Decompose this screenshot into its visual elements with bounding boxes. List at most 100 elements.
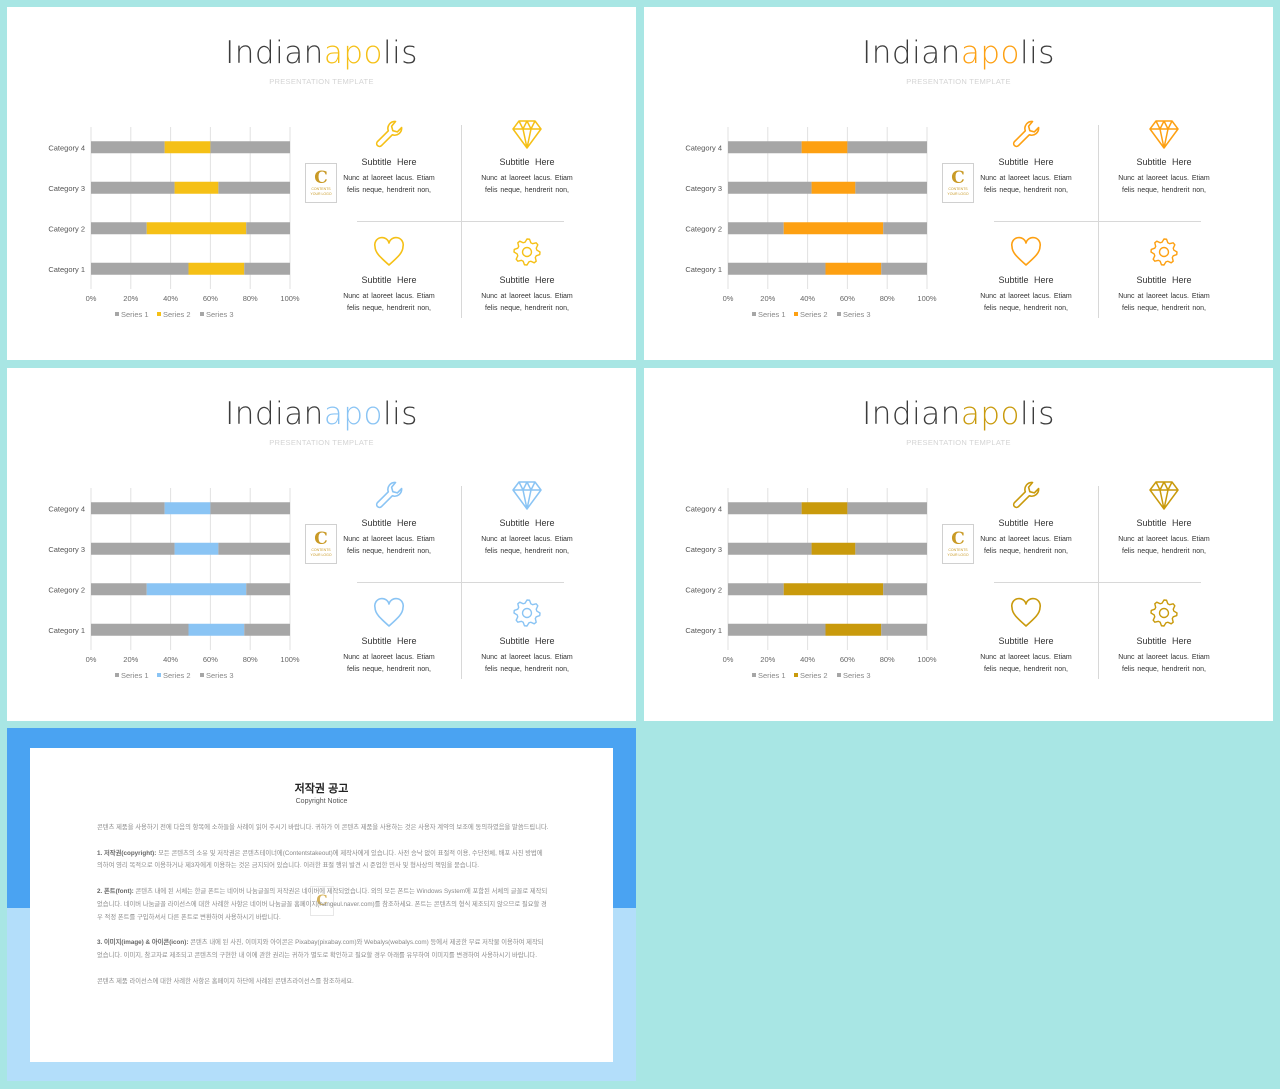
bar-segment	[164, 502, 211, 515]
presentation-subtitle: PRESENTATION TEMPLATE	[269, 77, 374, 86]
feature-card: Subtitle Here Nunc at laoreet lacus. Etia…	[966, 235, 1086, 315]
bar-segment	[146, 583, 247, 596]
feature-title: Subtitle Here	[361, 275, 417, 285]
legend-label: Series 2	[800, 310, 828, 319]
category-label: Category 4	[685, 143, 722, 152]
x-tick-label: 100%	[917, 294, 937, 303]
legend-swatch	[794, 673, 798, 677]
feature-text: Nunc at laoreet lacus. Etiam felis neque,…	[980, 536, 1072, 555]
feature-divider-horizontal	[994, 582, 1201, 583]
feature-text: Nunc at laoreet lacus. Etiam felis neque,…	[343, 293, 435, 312]
bar-segment	[164, 141, 211, 154]
diamond-icon	[512, 120, 542, 149]
bar-segment	[728, 141, 802, 154]
x-tick-label: 60%	[840, 655, 855, 664]
category-label: Category 2	[48, 585, 85, 594]
feature-text: Nunc at laoreet lacus. Etiam felis neque,…	[1118, 654, 1210, 673]
slide-gold[interactable]: Indianapolis PRESENTATION TEMPLATE 0% 20%…	[644, 368, 1273, 721]
bar-segment	[847, 141, 927, 154]
x-tick-label: 40%	[800, 294, 815, 303]
x-tick-label: 0%	[723, 294, 734, 303]
paragraph: 1. 저작권(copyright): 모든 콘텐츠의 소유 및 저작권은 콘텐츠…	[97, 849, 543, 870]
slide-copyright[interactable]: 저작권 공고 Copyright Notice C 콘텐츠 제품을 사용하기 전…	[7, 728, 636, 1081]
wrench-icon	[1012, 120, 1040, 148]
legend-swatch	[200, 312, 204, 316]
feature-card: Subtitle Here Nunc at laoreet lacus. Etia…	[966, 596, 1086, 676]
feature-card: Subtitle Here Nunc at laoreet lacus. Etia…	[1104, 117, 1224, 197]
legend-label: Series 3	[206, 310, 234, 319]
category-label: Category 4	[685, 504, 722, 513]
logo: C CONTENTS YOUR LOGO	[942, 524, 974, 564]
legend-swatch	[200, 673, 204, 677]
copyright-body: 콘텐츠 제품을 사용하기 전에 다음의 항목에 소하들을 사례이 읽어 주시기 …	[97, 822, 549, 1001]
x-tick-label: 20%	[123, 294, 138, 303]
feature-text: Nunc at laoreet lacus. Etiam felis neque,…	[343, 536, 435, 555]
feature-title: Subtitle Here	[499, 157, 555, 167]
feature-title: Subtitle Here	[1136, 157, 1192, 167]
bar-segment	[801, 502, 848, 515]
legend-swatch	[837, 312, 841, 316]
x-tick-label: 60%	[203, 655, 218, 664]
bar-segment	[881, 623, 927, 636]
x-tick-label: 100%	[280, 294, 300, 303]
bar-segment	[728, 181, 812, 194]
bar-segment	[91, 262, 189, 275]
x-tick-label: 40%	[163, 655, 178, 664]
diamond-icon	[512, 481, 542, 510]
gear-icon	[1150, 599, 1178, 627]
x-tick-label: 0%	[723, 655, 734, 664]
feature-card: Subtitle Here Nunc at laoreet lacus. Etia…	[329, 478, 449, 558]
bar-segment	[146, 222, 247, 235]
x-tick-label: 0%	[86, 294, 97, 303]
logo: C CONTENTS YOUR LOGO	[942, 163, 974, 203]
slide-blue[interactable]: Indianapolis PRESENTATION TEMPLATE 0% 20%…	[7, 368, 636, 721]
slide-title: Indianapolis	[862, 396, 1055, 432]
slide-orange[interactable]: Indianapolis PRESENTATION TEMPLATE 0% 20%…	[644, 7, 1273, 360]
feature-text: Nunc at laoreet lacus. Etiam felis neque,…	[481, 654, 573, 673]
feature-text: Nunc at laoreet lacus. Etiam felis neque,…	[1118, 293, 1210, 312]
x-tick-label: 80%	[243, 655, 258, 664]
bar-segment	[847, 502, 927, 515]
bar-segment	[811, 181, 856, 194]
feature-card: Subtitle Here Nunc at laoreet lacus. Etia…	[329, 117, 449, 197]
feature-text: Nunc at laoreet lacus. Etiam felis neque,…	[980, 654, 1072, 673]
legend-label: Series 2	[163, 310, 191, 319]
presentation-subtitle: PRESENTATION TEMPLATE	[906, 77, 1011, 86]
category-label: Category 3	[685, 184, 722, 193]
feature-text: Nunc at laoreet lacus. Etiam felis neque,…	[343, 175, 435, 194]
presentation-subtitle: PRESENTATION TEMPLATE	[269, 438, 374, 447]
feature-text: Nunc at laoreet lacus. Etiam felis neque,…	[343, 654, 435, 673]
slide-yellow[interactable]: Indianapolis PRESENTATION TEMPLATE 0% 20%…	[7, 7, 636, 360]
feature-card: Subtitle Here Nunc at laoreet lacus. Etia…	[1104, 596, 1224, 676]
stacked-bar-chart: 0% 20% 40% 60% 80% 100% Category 1 Category 2 Ca…	[685, 488, 937, 680]
logo: C CONTENTS YOUR LOGO	[305, 163, 337, 203]
stacked-bar-chart: 0% 20% 40% 60% 80% 100% Category 1 Category 2 Ca…	[48, 488, 300, 680]
bar-segment	[210, 502, 290, 515]
bar-segment	[783, 583, 884, 596]
bar-segment	[728, 542, 812, 555]
bar-segment	[218, 181, 290, 194]
logo: C CONTENTS YOUR LOGO	[305, 524, 337, 564]
x-tick-label: 20%	[760, 655, 775, 664]
x-tick-label: 20%	[760, 294, 775, 303]
bar-segment	[783, 222, 884, 235]
bar-segment	[883, 583, 927, 596]
x-tick-label: 80%	[880, 655, 895, 664]
bar-segment	[218, 542, 290, 555]
legend-swatch	[752, 673, 756, 677]
x-tick-label: 0%	[86, 655, 97, 664]
bar-segment	[91, 542, 175, 555]
category-label: Category 1	[685, 626, 722, 635]
paragraph: 콘텐츠 제품을 사용하기 전에 다음의 항목에 소하들을 사례이 읽어 주시기 …	[97, 824, 549, 831]
diamond-icon	[1149, 481, 1179, 510]
feature-divider-horizontal	[357, 582, 564, 583]
feature-text: Nunc at laoreet lacus. Etiam felis neque,…	[481, 293, 573, 312]
x-tick-label: 40%	[800, 655, 815, 664]
feature-card: Subtitle Here Nunc at laoreet lacus. Etia…	[966, 117, 1086, 197]
heart-icon	[1010, 597, 1042, 627]
bar-segment	[246, 222, 290, 235]
logo-watermark: C	[310, 886, 334, 916]
category-label: Category 4	[48, 504, 85, 513]
bar-segment	[855, 542, 927, 555]
feature-text: Nunc at laoreet lacus. Etiam felis neque,…	[1118, 175, 1210, 194]
